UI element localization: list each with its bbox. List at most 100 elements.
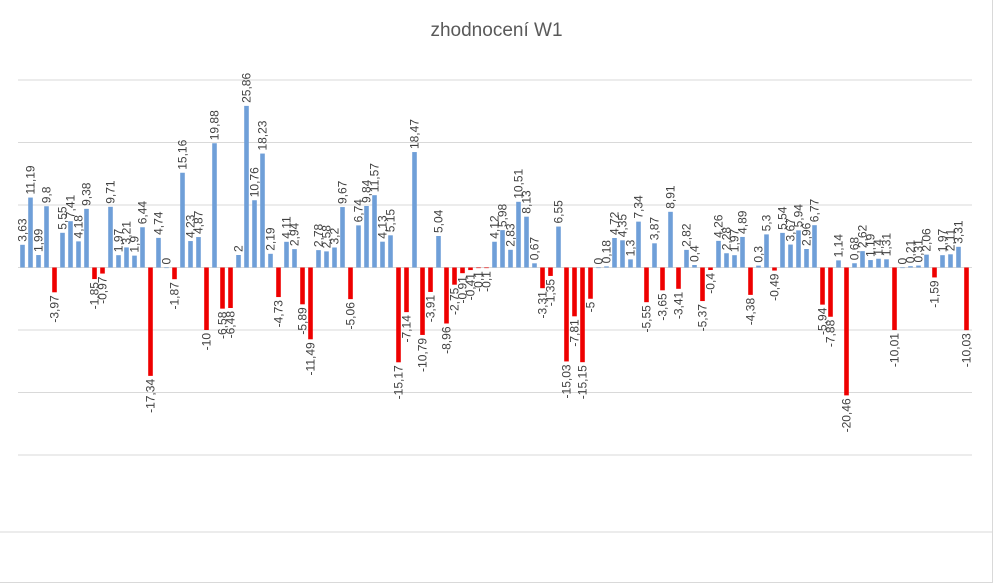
data-label: 15,16 <box>176 139 190 169</box>
bar <box>740 236 745 268</box>
data-label: 0,21 <box>904 240 918 264</box>
bar <box>900 267 905 269</box>
bar <box>812 225 817 268</box>
data-label: 9,38 <box>80 182 94 206</box>
bar <box>492 241 497 268</box>
bar <box>364 206 369 268</box>
data-label: 2,06 <box>920 228 934 252</box>
data-label: 1,97 <box>936 229 950 253</box>
bar <box>500 230 505 268</box>
bar <box>628 259 633 268</box>
bar <box>644 267 649 303</box>
data-label: 2,19 <box>264 227 278 251</box>
bar <box>876 258 881 268</box>
bar <box>388 235 393 268</box>
data-label: 4,35 <box>616 214 630 238</box>
bar <box>28 197 33 268</box>
data-label: -7,81 <box>568 319 582 347</box>
bar <box>820 267 825 305</box>
bar <box>612 238 617 268</box>
data-label: 1,97 <box>728 229 742 253</box>
bar <box>548 267 553 276</box>
data-label: 1,3 <box>624 239 638 256</box>
bar <box>700 267 705 302</box>
bar <box>692 265 697 268</box>
bar <box>540 267 545 289</box>
bar <box>932 267 937 278</box>
data-label: 1,31 <box>880 233 894 257</box>
data-label: -15,15 <box>576 365 590 399</box>
data-label: -5,06 <box>344 302 358 330</box>
bar <box>92 267 97 280</box>
bar <box>676 267 681 289</box>
data-label: 1,4 <box>872 239 886 256</box>
data-label: 4,11 <box>280 216 294 239</box>
data-label: 9,67 <box>336 180 350 204</box>
bar <box>580 267 585 363</box>
data-label: -0,49 <box>768 273 782 301</box>
data-label: -3,91 <box>424 295 438 323</box>
bar <box>732 255 737 268</box>
data-label: -5,55 <box>640 305 654 333</box>
bar <box>284 241 289 268</box>
bar <box>860 251 865 268</box>
bar <box>220 267 225 309</box>
bar <box>436 236 441 268</box>
data-label: 2,11 <box>944 229 958 252</box>
data-label: -1,85 <box>88 282 102 310</box>
data-label: -5,37 <box>696 304 710 332</box>
data-label: 4,18 <box>72 215 86 239</box>
data-label: -10 <box>200 333 214 351</box>
bar <box>636 221 641 268</box>
data-label: 9,8 <box>40 186 54 203</box>
bar <box>140 227 145 268</box>
data-label: -20,46 <box>840 398 854 432</box>
data-label: 0 <box>896 258 910 265</box>
bar <box>252 200 257 268</box>
data-label: 2,28 <box>720 227 734 251</box>
bar <box>84 208 89 268</box>
data-label: -3,31 <box>536 291 550 319</box>
bar <box>188 241 193 268</box>
data-label: 1,97 <box>112 229 126 253</box>
bar <box>348 267 353 300</box>
data-label: -1,87 <box>168 282 182 310</box>
bar <box>60 232 65 268</box>
data-label: 19,88 <box>208 110 222 140</box>
bar <box>940 255 945 268</box>
data-label: 5,54 <box>776 206 790 230</box>
bar <box>268 253 273 268</box>
data-label: 11,19 <box>24 165 38 194</box>
data-label: 5,3 <box>760 214 774 231</box>
data-label: 18,47 <box>408 119 422 149</box>
bar <box>796 230 801 268</box>
data-label: -10,01 <box>888 333 902 367</box>
bar <box>108 206 113 268</box>
bar <box>948 254 953 268</box>
data-label: 2,94 <box>288 222 302 246</box>
data-label: -5 <box>584 301 598 312</box>
data-label: 4,87 <box>192 210 206 234</box>
bar <box>892 267 897 331</box>
data-label: 9,71 <box>104 180 118 204</box>
data-label: 3,21 <box>120 221 134 245</box>
data-label: 2,96 <box>800 222 814 246</box>
data-label: 0,68 <box>848 237 862 261</box>
bar <box>468 267 473 271</box>
bar <box>572 267 577 317</box>
bar <box>420 267 425 335</box>
data-label: 8,91 <box>664 185 678 209</box>
data-label: 2,82 <box>680 223 694 247</box>
bar <box>132 255 137 268</box>
data-label: 7,41 <box>64 195 78 219</box>
bar <box>604 266 609 268</box>
data-label: 10,51 <box>512 168 526 198</box>
data-label: 0,31 <box>912 239 926 263</box>
data-label: 3,2 <box>328 227 342 244</box>
data-label: -0,41 <box>464 273 478 301</box>
data-label: -0,91 <box>456 276 470 304</box>
bar <box>596 267 601 269</box>
bar <box>708 267 713 270</box>
data-label: 11,57 <box>368 163 382 192</box>
bar <box>484 267 489 269</box>
